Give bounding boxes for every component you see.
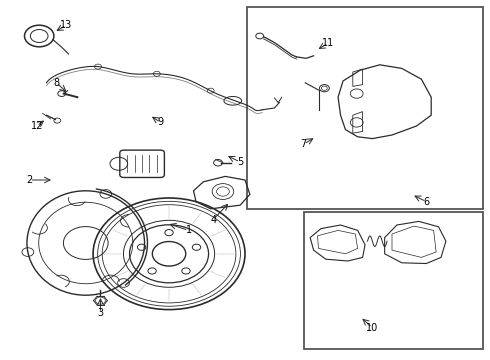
Text: 4: 4 [210, 215, 216, 225]
Text: 7: 7 [301, 139, 307, 149]
Text: 6: 6 [423, 197, 429, 207]
Text: 13: 13 [60, 20, 73, 30]
Text: 8: 8 [53, 78, 59, 88]
Text: 12: 12 [30, 121, 43, 131]
Text: 3: 3 [98, 308, 103, 318]
Bar [247, 7, 483, 209]
Text: 5: 5 [237, 157, 243, 167]
Text: 1: 1 [186, 225, 192, 235]
Text: 10: 10 [366, 323, 378, 333]
Text: 11: 11 [322, 38, 335, 48]
Text: 2: 2 [26, 175, 32, 185]
Bar [304, 212, 483, 349]
Text: 9: 9 [158, 117, 164, 127]
